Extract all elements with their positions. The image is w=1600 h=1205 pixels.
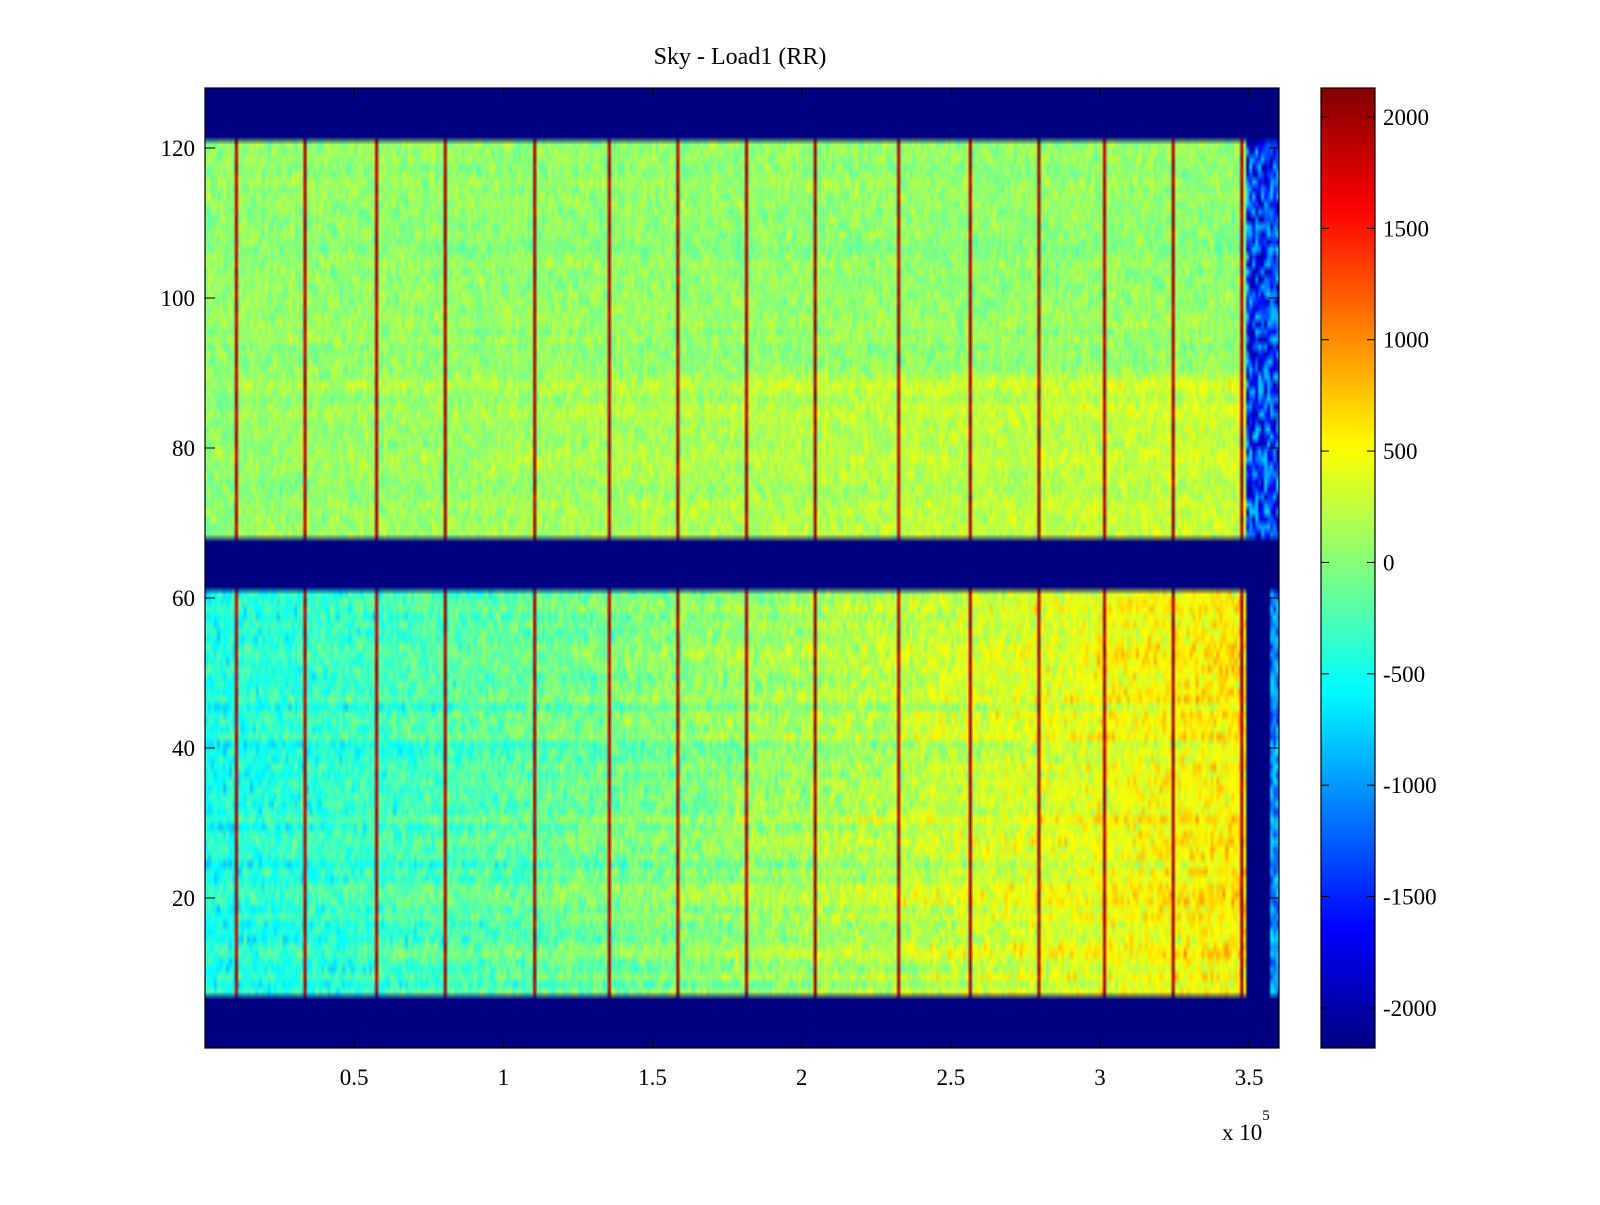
colorbar-frame [1320, 87, 1376, 1049]
x-tick-label: 2.5 [936, 1065, 965, 1090]
colorbar-tick-label: 2000 [1383, 105, 1429, 130]
y-tick-label: 60 [172, 586, 195, 611]
colorbar-ticks: -2000 -1500 -1000 -500 0 500 1000 1500 2000 [1321, 105, 1437, 1021]
colorbar-tick-label: 1500 [1383, 216, 1429, 241]
chart-title: Sky - Load1 (RR) [654, 44, 827, 70]
y-tick-label: 100 [161, 286, 196, 311]
y-tick-label: 20 [172, 886, 195, 911]
x-exponent-power: 5 [1262, 1108, 1270, 1124]
x-tick-label: 0.5 [340, 1065, 369, 1090]
colorbar-tick-label: 1000 [1383, 328, 1429, 353]
y-tick-label: 80 [172, 436, 195, 461]
x-exponent-label: x 105 [1222, 1108, 1270, 1145]
colorbar-tick-label: 0 [1383, 550, 1395, 575]
colorbar-tick-label: -1500 [1383, 885, 1437, 910]
x-tick-label: 2 [796, 1065, 808, 1090]
colorbar-tick-label: 500 [1383, 439, 1418, 464]
x-tick-label: 3 [1094, 1065, 1106, 1090]
x-tick-label: 1.5 [638, 1065, 667, 1090]
x-tick-label: 1 [498, 1065, 510, 1090]
colorbar-tick-label: -500 [1383, 662, 1425, 687]
colorbar-image [1321, 88, 1375, 1048]
x-axis: 0.5 1 1.5 2 2.5 3 3.5 [340, 88, 1264, 1090]
x-exponent-base: x 10 [1222, 1120, 1262, 1145]
y-tick-label: 120 [161, 136, 196, 161]
heatmap-plot-area [204, 87, 1280, 1049]
colorbar: -2000 -1500 -1000 -500 0 500 1000 1500 2000 [1320, 87, 1437, 1049]
y-tick-label: 40 [172, 736, 195, 761]
y-axis: 20 40 60 80 100 120 [161, 136, 1279, 911]
plot-frame [204, 87, 1280, 1049]
colorbar-tick-label: -1000 [1383, 773, 1437, 798]
colorbar-tick-label: -2000 [1383, 996, 1437, 1021]
x-tick-label: 3.5 [1235, 1065, 1264, 1090]
heatmap-image [205, 88, 1279, 1048]
